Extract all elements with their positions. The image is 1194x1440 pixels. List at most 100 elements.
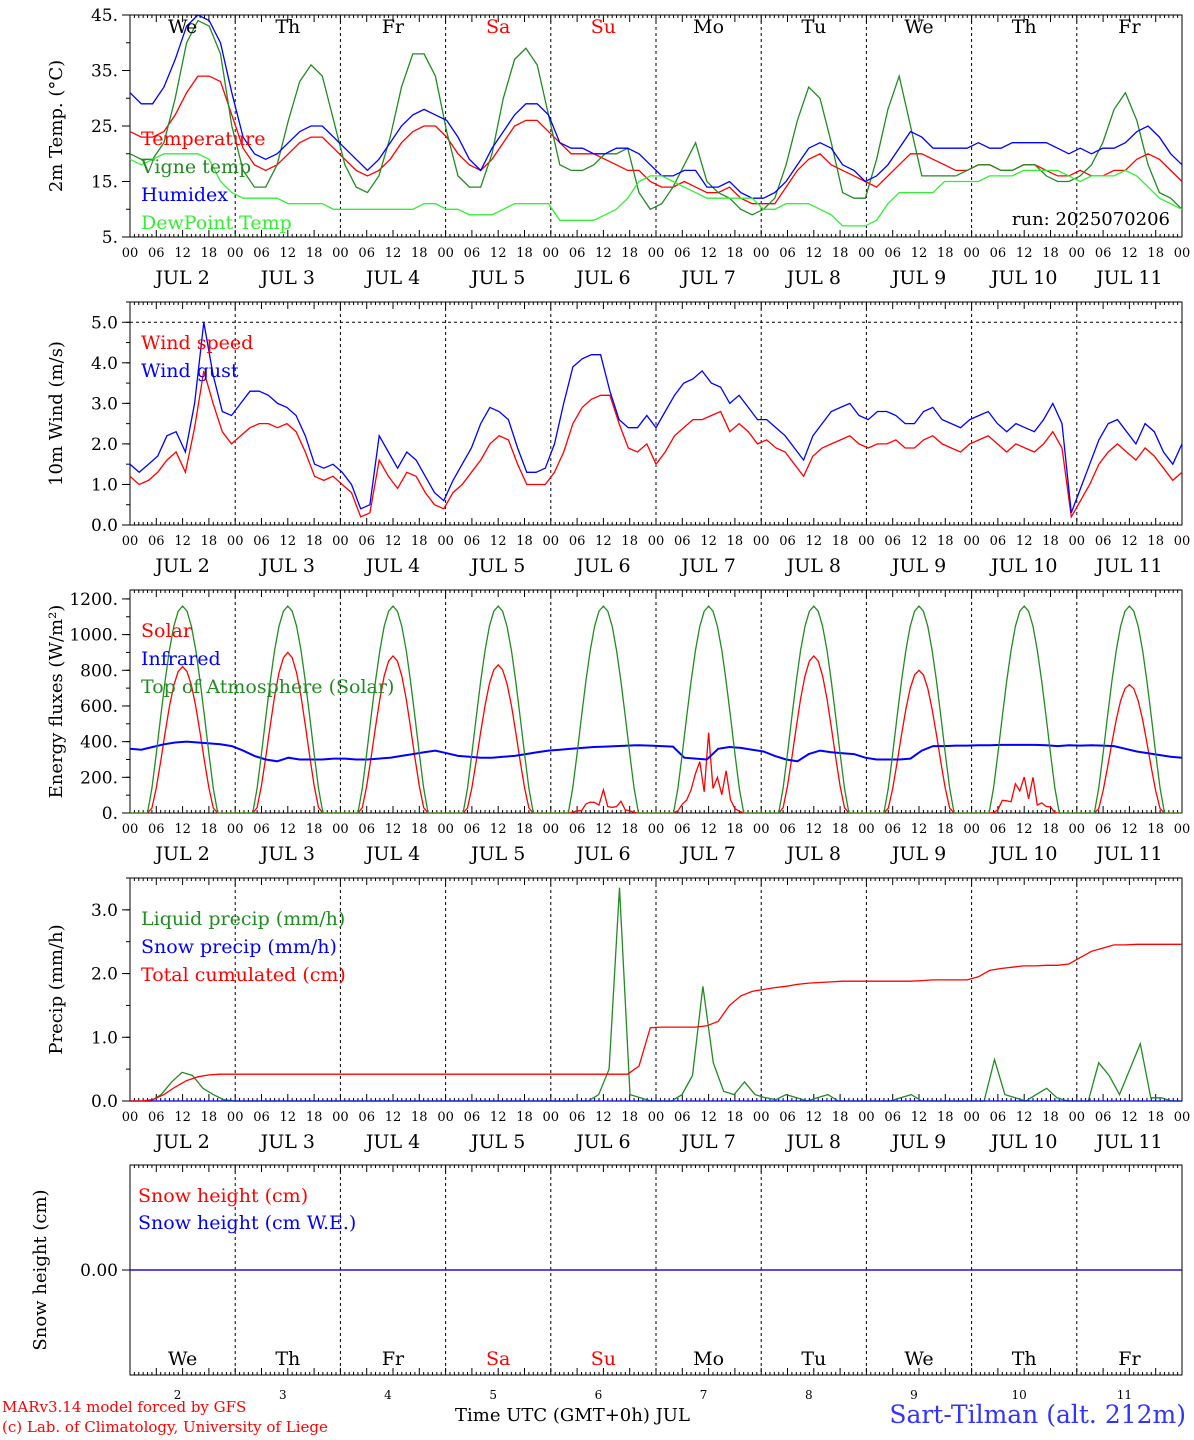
panel-4-hour-label: 00 xyxy=(753,1110,770,1125)
panel-4-date-label: JUL 3 xyxy=(259,1131,315,1153)
panel-2-hour-label: 00 xyxy=(753,534,770,549)
panel-1-hour-label: 00 xyxy=(963,246,980,261)
panel-3-hour-label: 00 xyxy=(227,822,244,837)
weekday-label-bottom: We xyxy=(904,1348,933,1370)
weekday-label-bottom: Sa xyxy=(486,1348,510,1370)
panel-2-hour-label: 00 xyxy=(543,534,560,549)
panel-4-hour-label: 06 xyxy=(358,1110,375,1125)
panel-4-hour-label: 18 xyxy=(832,1110,849,1125)
panel-2-hour-label: 12 xyxy=(385,534,402,549)
panel-3-hour-label: 00 xyxy=(122,822,139,837)
panel-3-hour-label: 18 xyxy=(1042,822,1059,837)
weekday-label-bottom: Fr xyxy=(1118,1348,1141,1370)
panel-4-hour-label: 06 xyxy=(464,1110,481,1125)
panel-4-y-tick-label: 1.0 xyxy=(91,1028,118,1048)
panel-1-date-label: JUL 11 xyxy=(1094,267,1162,289)
panel-3-legend-entry: Top of Atmosphere (Solar) xyxy=(141,676,394,698)
panel-4-hour-label: 12 xyxy=(490,1110,507,1125)
panel-3-hour-label: 12 xyxy=(806,822,823,837)
panel-2-date-label: JUL 4 xyxy=(364,555,420,577)
panel-3-hour-label: 18 xyxy=(832,822,849,837)
panel-1-hour-label: 06 xyxy=(779,246,796,261)
panel-4-date-label: JUL 6 xyxy=(574,1131,630,1153)
panel-1-legend-entry: DewPoint Temp xyxy=(141,212,292,234)
panel-3-hour-label: 18 xyxy=(411,822,428,837)
panel-3-date-label: JUL 6 xyxy=(574,843,630,865)
panel-3-date-label: JUL 7 xyxy=(679,843,735,865)
panel-2-date-label: JUL 8 xyxy=(785,555,841,577)
panel-4-hour-label: 00 xyxy=(543,1110,560,1125)
panel-4-legend-entry: Liquid precip (mm/h) xyxy=(141,908,345,930)
panel-2-hour-label: 18 xyxy=(201,534,218,549)
panel-3-hour-label: 12 xyxy=(911,822,928,837)
panel-1-hour-label: 06 xyxy=(1095,246,1112,261)
panel-3-series-line-2 xyxy=(129,740,1183,763)
panel-3-hour-label: 00 xyxy=(543,822,560,837)
panel-1-hour-label: 18 xyxy=(1147,246,1164,261)
panel-1-hour-label: 06 xyxy=(884,246,901,261)
panel-1-hour-label: 18 xyxy=(727,246,744,261)
panel-3-date-label: JUL 3 xyxy=(259,843,315,865)
panel-3-hour-label: 12 xyxy=(1016,822,1033,837)
panel-4-hour-label: 18 xyxy=(1042,1110,1059,1125)
panel-2-date-label: JUL 2 xyxy=(153,555,209,577)
panel-4-hour-label: 06 xyxy=(253,1110,270,1125)
panel-3-hour-label: 06 xyxy=(674,822,691,837)
panel-1-hour-label: 18 xyxy=(411,246,428,261)
panel-1-hour-label: 18 xyxy=(621,246,638,261)
panel-1-hour-label: 00 xyxy=(332,246,349,261)
panel-3-y-tick-label: 400. xyxy=(80,733,118,753)
panel-4-hour-label: 00 xyxy=(858,1110,875,1125)
panel-4-hour-label: 06 xyxy=(569,1110,586,1125)
panel-1-date-label: JUL 3 xyxy=(259,267,315,289)
panel-4-y-tick-label: 2.0 xyxy=(91,965,118,985)
panel-1-y-tick-label: 45. xyxy=(91,6,118,26)
panel-3-y-tick-label: 800. xyxy=(80,661,118,681)
panel-3-hour-label: 12 xyxy=(280,822,297,837)
panel-2-hour-label: 12 xyxy=(1121,534,1138,549)
panel-1-y-tick-label: 25. xyxy=(91,117,118,137)
panel-2-hour-label: 12 xyxy=(490,534,507,549)
panel-3-hour-label: 18 xyxy=(727,822,744,837)
panel-5-legend-entry: Snow height (cm) xyxy=(138,1185,308,1207)
panel-2-legend-entry: Wind gust xyxy=(141,360,239,382)
panel-3-hour-label: 00 xyxy=(963,822,980,837)
weekday-label-bottom: Mo xyxy=(693,1348,724,1370)
panel-1-y-tick-label: 5. xyxy=(102,228,118,248)
panel-2-date-label: JUL 9 xyxy=(890,555,946,577)
panel-1-hour-label: 18 xyxy=(306,246,323,261)
panel-3-hour-label: 00 xyxy=(858,822,875,837)
panel-3-hour-label: 00 xyxy=(648,822,665,837)
panel-2-hour-label: 06 xyxy=(464,534,481,549)
panel-1-hour-label: 12 xyxy=(385,246,402,261)
panel-2-hour-label: 12 xyxy=(595,534,612,549)
panel-4-hour-label: 00 xyxy=(1174,1110,1191,1125)
panel-3-hour-label: 00 xyxy=(332,822,349,837)
panel-3-y-tick-label: 1000. xyxy=(69,626,118,646)
panel-1-y-tick-label: 35. xyxy=(91,62,118,82)
panel-2-hour-label: 00 xyxy=(227,534,244,549)
panel-1-hour-label: 12 xyxy=(700,246,717,261)
panel-3-date-label: JUL 11 xyxy=(1094,843,1162,865)
panel-4-date-label: JUL 7 xyxy=(679,1131,735,1153)
panel-4-hour-label: 06 xyxy=(884,1110,901,1125)
panel-3-date-label: JUL 2 xyxy=(153,843,209,865)
panel-3-hour-label: 06 xyxy=(464,822,481,837)
panel-3-hour-label: 00 xyxy=(437,822,454,837)
model-credit: MARv3.14 model forced by GFS xyxy=(2,1398,247,1416)
panel-2-hour-label: 06 xyxy=(884,534,901,549)
panel-4-hour-label: 12 xyxy=(700,1110,717,1125)
panel-1-hour-label: 18 xyxy=(1042,246,1059,261)
panel-1-y-tick-label: 15. xyxy=(91,173,118,193)
panel-2-hour-label: 06 xyxy=(569,534,586,549)
panel-3-hour-label: 18 xyxy=(937,822,954,837)
panel-3-hour-label: 18 xyxy=(201,822,218,837)
panel-2-series-line-2 xyxy=(129,322,1183,514)
day-number-label: 11 xyxy=(1117,1388,1132,1402)
panel-1-hour-label: 18 xyxy=(201,246,218,261)
panel-4-hour-label: 12 xyxy=(1016,1110,1033,1125)
panel-3-hour-label: 06 xyxy=(569,822,586,837)
panel-1-hour-label: 06 xyxy=(148,246,165,261)
panel-1-hour-label: 00 xyxy=(858,246,875,261)
